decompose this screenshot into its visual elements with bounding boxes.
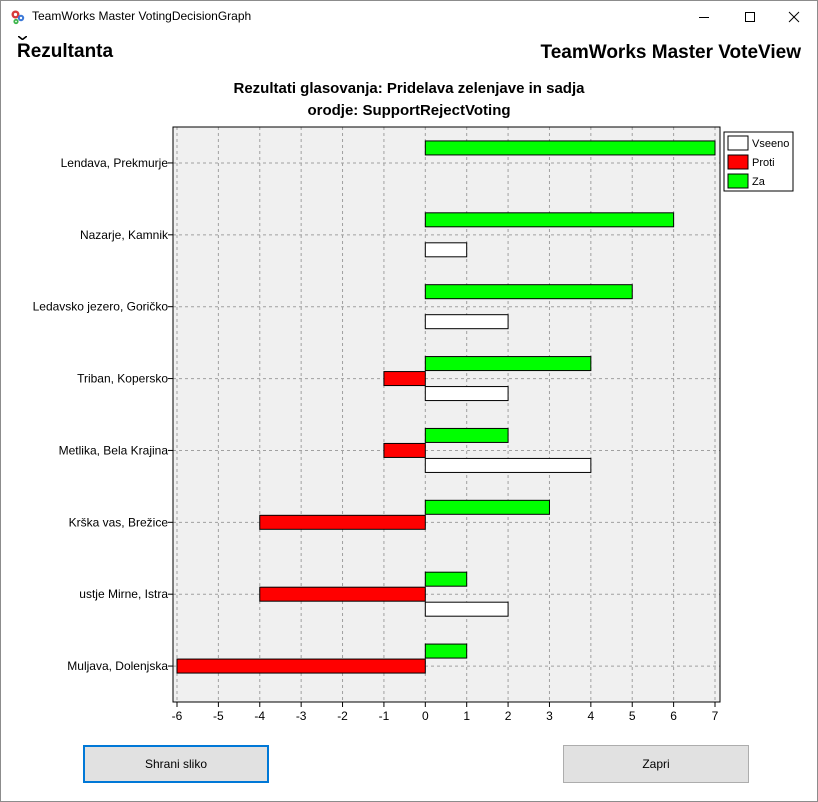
brand-rest: ezultanta	[30, 41, 114, 62]
maximize-button[interactable]	[727, 1, 773, 32]
minimize-icon	[699, 16, 709, 18]
bar-za	[424, 212, 675, 228]
x-tick-label: 4	[588, 709, 595, 723]
bar-za	[424, 643, 468, 659]
y-tick-label: Triban, Kopersko	[77, 372, 168, 386]
minimize-button[interactable]	[681, 1, 727, 32]
legend-label: Proti	[752, 157, 775, 169]
plot-border	[172, 126, 721, 703]
x-tick-label: 1	[463, 709, 470, 723]
brand-initial-letter: R	[17, 41, 31, 62]
bar-proti	[259, 586, 426, 602]
y-tick-label: Krška vas, Brežice	[69, 515, 169, 529]
save-image-button[interactable]: Shrani sliko	[83, 745, 269, 783]
legend-label: Vseeno	[752, 138, 789, 150]
bar-vseeno	[424, 242, 468, 258]
x-tick-label: 7	[712, 709, 719, 723]
brand-logo: Rezultanta	[17, 36, 114, 63]
y-tick-label: ustje Mirne, Istra	[79, 587, 168, 601]
bar-za	[424, 499, 550, 515]
close-window-button[interactable]	[771, 1, 817, 32]
legend-label: Za	[752, 176, 766, 188]
bar-vseeno	[424, 601, 509, 617]
bar-za	[424, 140, 716, 156]
caron-mark	[18, 36, 27, 40]
bar-za	[424, 356, 592, 372]
legend-swatch	[727, 135, 749, 151]
title-bar[interactable]: TeamWorks Master VotingDecisionGraph	[1, 1, 817, 32]
x-tick-label: -4	[254, 709, 265, 723]
bar-za	[424, 571, 468, 587]
bar-vseeno	[424, 386, 509, 402]
legend-swatch	[727, 154, 749, 170]
x-tick-label: 2	[505, 709, 512, 723]
bar-za	[424, 284, 633, 300]
x-tick-label: 5	[629, 709, 636, 723]
bar-proti	[383, 371, 426, 387]
y-tick-label: Muljava, Dolenjska	[67, 659, 168, 673]
y-tick-label: Nazarje, Kamnik	[80, 228, 169, 242]
chart-subtitle: orodje: SupportRejectVoting	[307, 102, 511, 119]
y-tick-label: Lendava, Prekmurje	[61, 156, 169, 170]
x-tick-label: -5	[213, 709, 224, 723]
product-name: TeamWorks Master VoteView	[540, 42, 801, 63]
legend-swatch	[727, 173, 749, 189]
x-tick-label: -2	[337, 709, 348, 723]
y-tick-label: Ledavsko jezero, Goričko	[33, 300, 169, 314]
bar-proti	[176, 658, 426, 674]
bar-vseeno	[424, 314, 509, 330]
x-tick-label: 6	[670, 709, 677, 723]
y-tick-label: Metlika, Bela Krajina	[59, 443, 169, 457]
bar-vseeno	[424, 457, 592, 473]
window-title: TeamWorks Master VotingDecisionGraph	[32, 9, 252, 23]
bar-za	[424, 427, 509, 443]
brand-initial: R	[17, 36, 31, 63]
chart-title: Rezultati glasovanja: Pridelava zelenjav…	[233, 80, 585, 97]
close-icon	[788, 11, 800, 22]
maximize-icon	[745, 11, 755, 22]
close-button[interactable]: Zapri	[563, 745, 749, 783]
x-tick-label: -1	[379, 709, 390, 723]
bar-proti	[383, 442, 426, 458]
x-tick-label: -6	[172, 709, 183, 723]
x-tick-label: 0	[422, 709, 429, 723]
voting-chart: -6 -5 -4 -3 -2 -1 0 1 2 3 4 5 6 7 Lendava, Prekmurje Na…	[33, 126, 794, 723]
gears-icon	[10, 9, 26, 25]
x-tick-label: 3	[546, 709, 553, 723]
bar-proti	[259, 514, 426, 530]
x-tick-label: -3	[296, 709, 307, 723]
